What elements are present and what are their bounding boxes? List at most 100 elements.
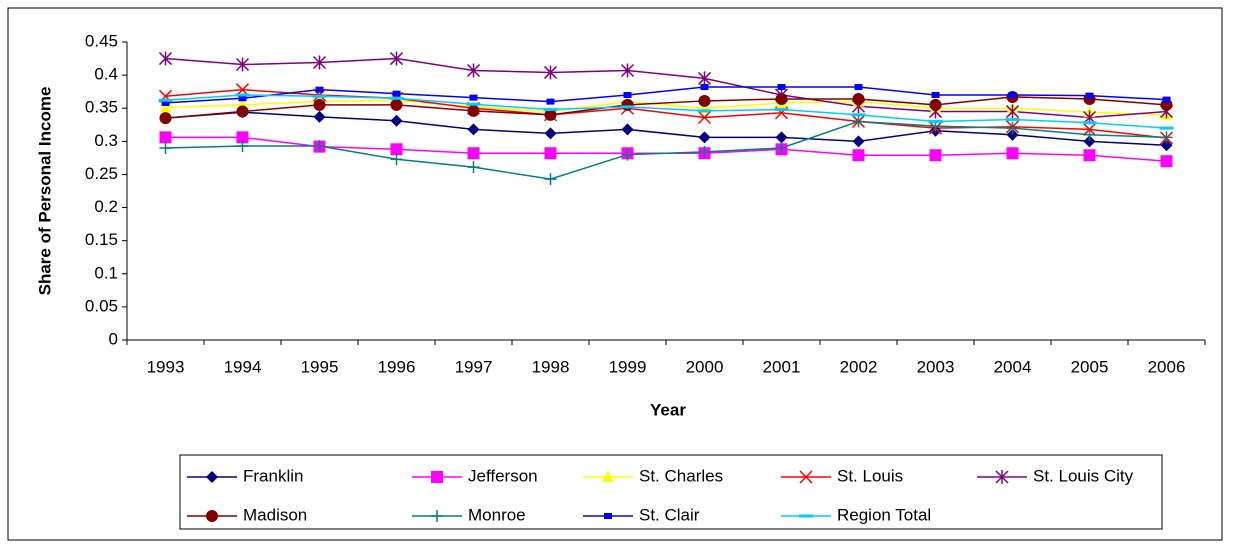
marker [313, 139, 326, 152]
series-line [165, 94, 1167, 129]
marker [700, 84, 709, 91]
legend-label: St. Louis City [1033, 466, 1134, 485]
legend-marker [602, 471, 614, 482]
legend-label: Jefferson [468, 466, 538, 485]
x-tick-label: 2001 [763, 357, 801, 376]
marker [467, 123, 480, 136]
series-line [165, 111, 1167, 147]
x-tick-label: 2002 [840, 357, 878, 376]
marker [1160, 131, 1173, 144]
marker [236, 105, 249, 118]
marker [698, 94, 711, 107]
marker [1006, 122, 1019, 135]
y-tick-label: 0 [109, 329, 118, 348]
x-tick-label: 1997 [455, 357, 493, 376]
marker [158, 51, 173, 66]
marker [1160, 155, 1173, 168]
marker [546, 98, 555, 105]
y-tick-label: 0.05 [85, 296, 118, 315]
series-line [165, 120, 1167, 180]
x-tick-label: 2000 [686, 357, 724, 376]
marker [315, 86, 324, 93]
marker [544, 173, 557, 186]
marker [1160, 139, 1173, 152]
marker [854, 84, 863, 91]
legend-marker [206, 471, 218, 483]
y-tick-label: 0.35 [85, 98, 118, 117]
legend-label: Franklin [243, 466, 303, 485]
marker [236, 131, 249, 144]
y-tick-label: 0.2 [94, 197, 118, 216]
marker [775, 92, 788, 105]
marker [390, 143, 403, 156]
marker [1083, 135, 1096, 148]
x-tick-label: 2004 [994, 357, 1032, 376]
x-tick-label: 1996 [378, 357, 416, 376]
marker [466, 63, 481, 78]
x-tick-label: 1993 [147, 357, 185, 376]
marker [623, 91, 632, 98]
legend-label: Madison [243, 505, 307, 524]
marker [852, 135, 865, 148]
marker [390, 98, 403, 111]
legend-label: St. Clair [639, 505, 700, 524]
marker [390, 114, 403, 127]
marker [390, 153, 403, 166]
marker [235, 57, 250, 72]
marker [392, 90, 401, 97]
x-tick-label: 2005 [1071, 357, 1109, 376]
marker [775, 131, 788, 144]
x-axis-label: Year [650, 400, 686, 419]
marker [467, 147, 480, 160]
marker [697, 110, 712, 125]
marker [775, 141, 788, 154]
marker [161, 99, 170, 106]
marker [621, 148, 634, 161]
legend-marker [431, 510, 443, 522]
marker [621, 123, 634, 136]
marker [621, 98, 634, 111]
series-line [165, 96, 1167, 119]
legend-marker [799, 470, 813, 484]
marker [238, 95, 247, 102]
marker [467, 161, 480, 174]
marker [1083, 128, 1096, 141]
y-tick-label: 0.4 [94, 65, 118, 84]
y-tick-label: 0.45 [85, 31, 118, 50]
marker [697, 71, 712, 86]
x-tick-label: 1994 [224, 357, 262, 376]
marker [543, 65, 558, 80]
x-tick-label: 1998 [532, 357, 570, 376]
marker [698, 131, 711, 144]
marker [1085, 92, 1094, 99]
y-tick-label: 0.25 [85, 164, 118, 183]
marker [852, 115, 865, 128]
marker [1005, 104, 1020, 119]
legend-label: St. Louis [837, 466, 903, 485]
marker [929, 149, 942, 162]
marker [1083, 149, 1096, 162]
legend-marker [604, 513, 612, 519]
marker [159, 141, 172, 154]
marker [1162, 96, 1171, 103]
series-line [165, 88, 1167, 139]
marker [312, 55, 327, 70]
marker [777, 84, 786, 91]
series-line [165, 99, 1167, 116]
y-tick-label: 0.15 [85, 230, 118, 249]
marker [159, 101, 172, 113]
legend-marker [431, 471, 443, 483]
marker [469, 94, 478, 101]
marker [931, 91, 940, 98]
legend-box [179, 454, 1163, 530]
y-tick-label: 0.3 [94, 131, 118, 150]
x-tick-label: 1995 [301, 357, 339, 376]
marker [236, 139, 249, 152]
marker [620, 63, 635, 78]
marker [313, 110, 326, 123]
marker [544, 147, 557, 160]
marker [1006, 147, 1019, 160]
marker [1006, 128, 1019, 141]
legend-label: Region Total [837, 505, 931, 524]
marker [929, 98, 942, 111]
